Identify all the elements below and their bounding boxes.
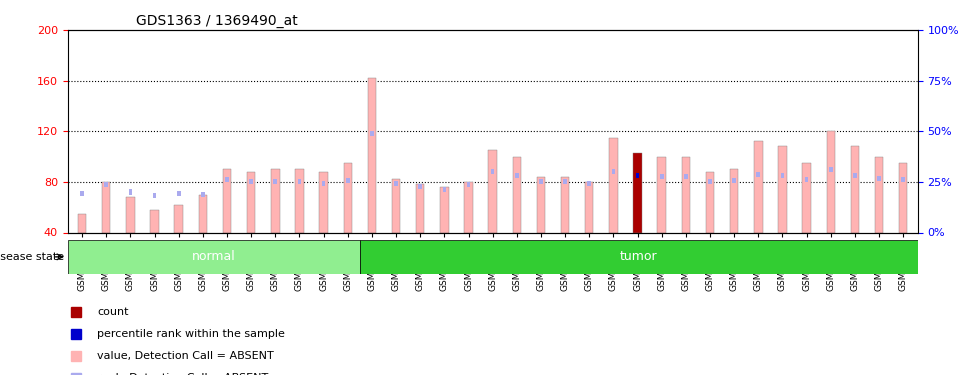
Text: disease state: disease state xyxy=(0,252,64,262)
Bar xyxy=(298,179,301,184)
Bar xyxy=(877,176,881,181)
Bar xyxy=(175,205,183,232)
Bar xyxy=(271,169,279,232)
Bar xyxy=(805,177,809,182)
Text: GDS1363 / 1369490_at: GDS1363 / 1369490_at xyxy=(135,13,298,28)
Text: rank, Detection Call = ABSENT: rank, Detection Call = ABSENT xyxy=(98,373,269,375)
Bar xyxy=(201,192,205,197)
Bar xyxy=(706,172,714,232)
Bar xyxy=(636,173,639,178)
Bar xyxy=(827,131,835,232)
Bar xyxy=(368,78,376,232)
Bar xyxy=(730,169,738,232)
Bar xyxy=(225,177,229,182)
Text: percentile rank within the sample: percentile rank within the sample xyxy=(98,329,285,339)
Bar xyxy=(104,182,108,187)
Bar xyxy=(853,173,857,178)
Bar xyxy=(684,174,688,179)
Bar xyxy=(465,182,472,232)
Bar xyxy=(561,177,569,232)
Bar xyxy=(851,147,859,232)
Bar xyxy=(199,195,207,232)
Bar xyxy=(392,179,400,232)
Text: tumor: tumor xyxy=(620,251,658,263)
Bar xyxy=(78,213,86,232)
Bar xyxy=(658,157,666,232)
Bar xyxy=(491,169,495,174)
Bar xyxy=(442,187,446,192)
Bar xyxy=(467,182,470,187)
Bar xyxy=(611,169,615,174)
Bar xyxy=(344,163,352,232)
Bar xyxy=(708,179,712,184)
Bar xyxy=(153,193,156,198)
Bar xyxy=(223,169,231,232)
Bar xyxy=(537,177,545,232)
Bar xyxy=(756,172,760,177)
Bar xyxy=(346,178,350,183)
Bar xyxy=(370,131,374,136)
Bar xyxy=(682,157,690,232)
Bar xyxy=(829,166,833,172)
Bar xyxy=(128,189,132,195)
Bar xyxy=(80,191,84,196)
Bar xyxy=(273,179,277,184)
Bar xyxy=(899,163,907,232)
FancyBboxPatch shape xyxy=(68,240,359,274)
Bar xyxy=(779,147,786,232)
Bar xyxy=(177,191,181,196)
Bar xyxy=(901,177,905,182)
Bar xyxy=(320,172,327,232)
Bar xyxy=(634,153,641,232)
Text: normal: normal xyxy=(192,251,236,263)
Bar xyxy=(151,210,158,232)
Bar xyxy=(610,138,617,232)
Text: count: count xyxy=(98,307,128,317)
Bar xyxy=(102,182,110,232)
Bar xyxy=(249,179,253,184)
Bar xyxy=(322,181,326,186)
Bar xyxy=(875,157,883,232)
Bar xyxy=(416,184,424,232)
Bar xyxy=(563,179,567,184)
Bar xyxy=(296,169,303,232)
FancyBboxPatch shape xyxy=(359,240,918,274)
Bar xyxy=(247,172,255,232)
Bar xyxy=(587,181,591,186)
Bar xyxy=(781,173,784,178)
Bar xyxy=(732,178,736,183)
Bar xyxy=(513,157,521,232)
Bar xyxy=(539,179,543,184)
Bar xyxy=(754,141,762,232)
Bar xyxy=(660,174,664,179)
Bar xyxy=(803,163,810,232)
Bar xyxy=(418,184,422,189)
Bar xyxy=(585,182,593,232)
Bar xyxy=(127,197,134,232)
Bar xyxy=(489,150,497,232)
Text: value, Detection Call = ABSENT: value, Detection Call = ABSENT xyxy=(98,351,274,361)
Bar xyxy=(515,173,519,178)
Bar xyxy=(440,187,448,232)
Bar xyxy=(394,181,398,186)
